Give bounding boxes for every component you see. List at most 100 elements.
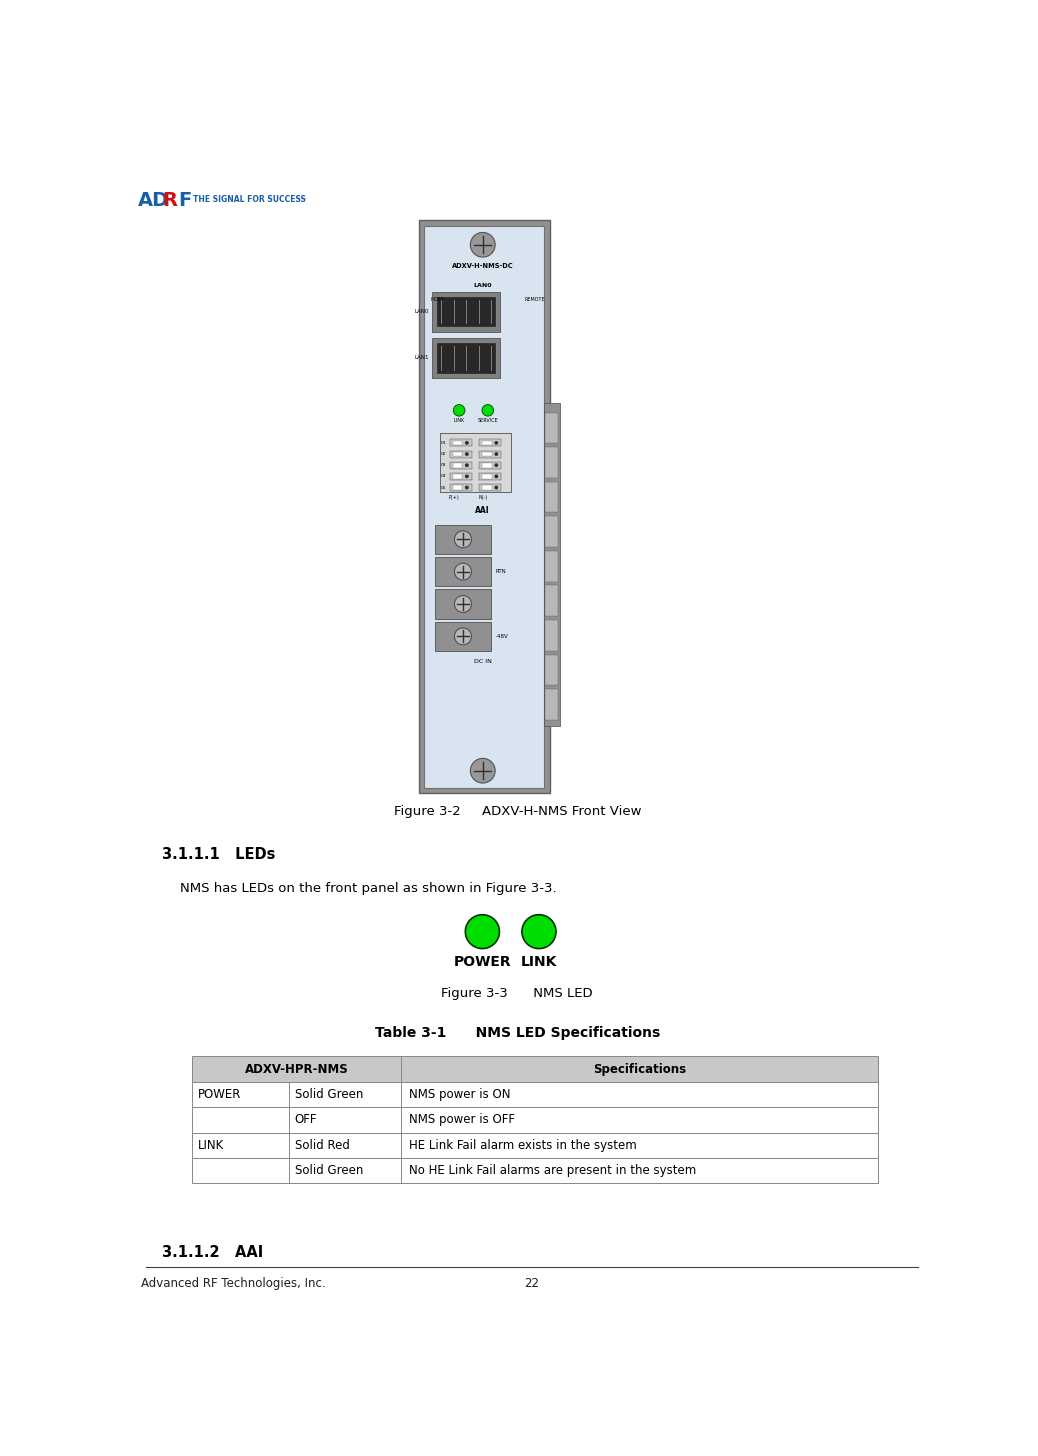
Text: No HE Link Fail alarms are present in the system: No HE Link Fail alarms are present in th…	[409, 1165, 696, 1178]
Circle shape	[465, 441, 469, 444]
Bar	[480, 462, 501, 469]
Bar	[435, 622, 491, 651]
Circle shape	[470, 759, 495, 783]
Text: N(-): N(-)	[479, 495, 488, 499]
Circle shape	[465, 475, 469, 478]
Circle shape	[455, 563, 471, 579]
Bar	[545, 447, 558, 478]
Bar	[545, 550, 558, 581]
Bar	[483, 441, 492, 446]
Circle shape	[494, 475, 498, 478]
Text: LAN1: LAN1	[414, 355, 429, 361]
Circle shape	[455, 531, 471, 547]
Text: AD: AD	[137, 191, 169, 210]
Bar	[441, 300, 499, 307]
Text: AAI: AAI	[475, 507, 490, 515]
Bar	[483, 463, 492, 467]
Bar	[449, 450, 471, 457]
Bar	[480, 483, 501, 491]
Text: HOST: HOST	[431, 297, 444, 303]
Bar	[435, 524, 491, 553]
Bar	[449, 473, 471, 480]
Circle shape	[454, 405, 465, 416]
Bar	[545, 620, 558, 651]
Bar	[437, 297, 495, 326]
Bar	[544, 403, 559, 727]
Bar	[440, 434, 511, 492]
Circle shape	[465, 486, 469, 489]
Bar	[449, 483, 471, 491]
Bar	[449, 462, 471, 469]
Circle shape	[522, 914, 556, 948]
Bar	[545, 517, 558, 547]
Bar	[435, 590, 491, 619]
Text: DC IN: DC IN	[473, 658, 492, 664]
Bar	[432, 291, 500, 332]
Bar	[453, 463, 462, 467]
Bar	[192, 1133, 877, 1158]
Text: POWER: POWER	[454, 955, 511, 968]
Bar	[545, 655, 558, 686]
Text: 05: 05	[440, 485, 446, 489]
Bar	[480, 440, 501, 447]
Text: 01: 01	[440, 441, 446, 446]
Text: Figure 3-3      NMS LED: Figure 3-3 NMS LED	[441, 987, 593, 1000]
Text: REMOTE: REMOTE	[525, 297, 545, 303]
Text: POWER: POWER	[198, 1088, 241, 1101]
Text: SERVICE: SERVICE	[477, 418, 498, 424]
Text: LINK: LINK	[454, 418, 465, 424]
Bar	[437, 344, 495, 373]
Text: LAN0: LAN0	[414, 309, 429, 314]
Text: NMS power is ON: NMS power is ON	[409, 1088, 511, 1101]
Text: Table 3-1      NMS LED Specifications: Table 3-1 NMS LED Specifications	[375, 1025, 660, 1040]
Text: Figure 3-2     ADXV-H-NMS Front View: Figure 3-2 ADXV-H-NMS Front View	[393, 805, 641, 818]
Text: LINK: LINK	[198, 1139, 224, 1152]
Text: R: R	[162, 191, 177, 210]
Text: -48V: -48V	[495, 633, 509, 639]
Circle shape	[494, 453, 498, 456]
Circle shape	[470, 233, 495, 258]
Text: HE Link Fail alarm exists in the system: HE Link Fail alarm exists in the system	[409, 1139, 636, 1152]
Bar	[545, 482, 558, 513]
Text: 02: 02	[440, 451, 446, 456]
Bar	[453, 485, 462, 489]
Circle shape	[465, 914, 499, 948]
Bar	[458, 298, 474, 310]
Text: 3.1.1.1   LEDs: 3.1.1.1 LEDs	[162, 847, 276, 862]
Bar	[432, 338, 500, 379]
Bar	[192, 1057, 877, 1082]
Bar	[192, 1158, 877, 1184]
Text: LINK: LINK	[521, 955, 557, 968]
Bar	[453, 475, 462, 479]
Bar	[545, 412, 558, 444]
Text: THE SIGNAL FOR SUCCESS: THE SIGNAL FOR SUCCESS	[193, 195, 306, 204]
Bar	[545, 585, 558, 616]
Text: RTN: RTN	[495, 569, 507, 574]
Circle shape	[455, 596, 471, 613]
Text: P(+): P(+)	[448, 495, 459, 499]
Text: ADXV-H-NMS-DC: ADXV-H-NMS-DC	[452, 262, 514, 268]
Bar	[418, 220, 550, 794]
Text: 3.1.1.2   AAI: 3.1.1.2 AAI	[162, 1245, 264, 1259]
Text: 04: 04	[440, 475, 446, 479]
Text: Specifications: Specifications	[593, 1063, 686, 1076]
Bar	[453, 451, 462, 456]
Bar	[480, 450, 501, 457]
Bar	[435, 558, 491, 587]
Bar	[483, 475, 492, 479]
Text: ADXV-HPR-NMS: ADXV-HPR-NMS	[245, 1063, 349, 1076]
Bar	[483, 451, 492, 456]
Circle shape	[494, 463, 498, 467]
Text: LAN0: LAN0	[473, 284, 492, 288]
Bar	[449, 440, 471, 447]
Bar	[545, 689, 558, 719]
Bar	[483, 485, 492, 489]
Circle shape	[494, 441, 498, 444]
Circle shape	[465, 463, 469, 467]
Bar	[480, 473, 501, 480]
Circle shape	[482, 405, 494, 416]
Text: F: F	[177, 191, 191, 210]
Text: Solid Green: Solid Green	[295, 1165, 363, 1178]
Text: 03: 03	[440, 463, 446, 467]
Text: Solid Red: Solid Red	[295, 1139, 350, 1152]
